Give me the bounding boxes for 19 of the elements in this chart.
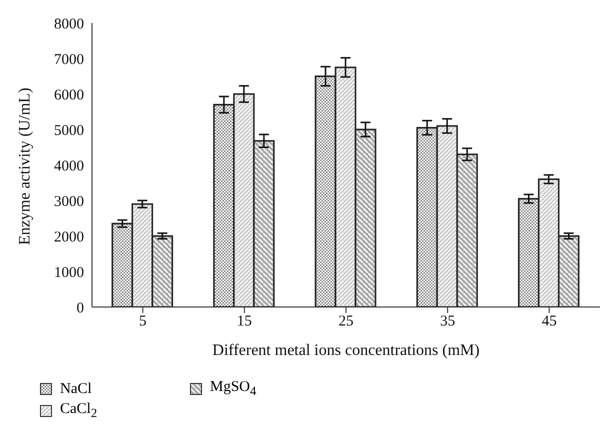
y-tick-label: 0	[76, 300, 84, 316]
y-tick-label: 6000	[54, 87, 84, 104]
x-tick-label: 5	[139, 314, 147, 330]
y-tick-label: 8000	[54, 16, 84, 32]
legend-label: CaCl$_{2}$	[60, 401, 98, 421]
y-tick-label: 7000	[54, 52, 84, 68]
x-tick-label: 15	[236, 314, 252, 330]
x-tick-label: 45	[542, 314, 557, 330]
y-tick-label: 5000	[54, 122, 84, 139]
legend-label: MgSO$_{4}$	[210, 379, 256, 399]
y-tick-label: 1000	[54, 264, 84, 281]
y-tick-label: 4000	[54, 158, 84, 174]
x-axis-title: Different metal ions concentrations (mM)	[212, 342, 480, 359]
y-tick-label: 3000	[54, 194, 84, 210]
x-tick-label: 35	[440, 314, 456, 330]
x-tick-label: 25	[338, 314, 354, 330]
legend-label: NaCl	[60, 380, 92, 398]
y-tick-label: 2000	[54, 229, 84, 246]
y-axis-title: Enzyme activity (U/mL)	[16, 88, 34, 245]
